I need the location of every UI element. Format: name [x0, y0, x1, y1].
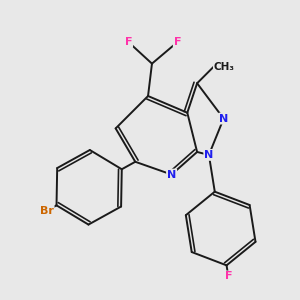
Text: N: N	[167, 169, 176, 179]
Text: F: F	[225, 272, 232, 281]
Text: F: F	[174, 37, 181, 47]
Text: Br: Br	[40, 206, 54, 216]
Text: N: N	[204, 150, 214, 160]
Text: F: F	[125, 37, 132, 47]
Text: N: N	[219, 114, 228, 124]
Text: CH₃: CH₃	[214, 61, 235, 72]
